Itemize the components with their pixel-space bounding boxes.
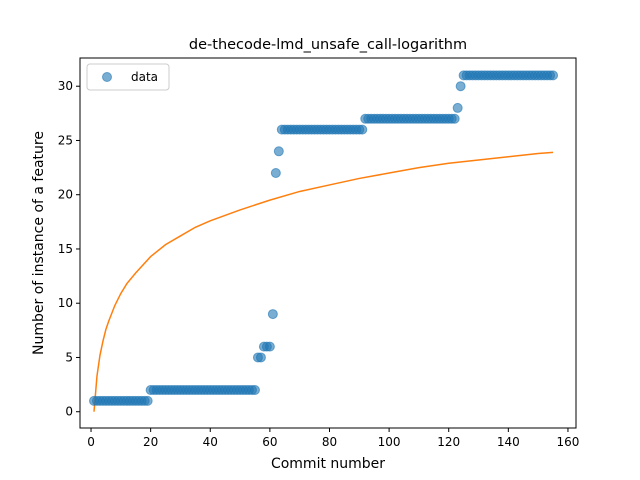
data-point-122	[452, 102, 463, 113]
plot-area	[80, 58, 576, 428]
y-axis-label: Number of instance of a feature	[31, 131, 47, 355]
y-tick-label-5: 25	[58, 133, 73, 147]
data-point-121	[449, 113, 460, 124]
legend: data	[86, 63, 170, 91]
x-axis-label: Commit number	[271, 456, 385, 472]
chart-title: de-thecode-lmd_unsafe_call-logarithm	[189, 37, 467, 53]
x-tick-label-2: 40	[203, 435, 218, 449]
data-point-90	[357, 124, 368, 135]
fit-line-layer	[93, 151, 554, 412]
y-tick-label-4: 20	[58, 188, 73, 202]
legend-frame	[86, 63, 170, 91]
data-point-59	[264, 341, 275, 352]
x-tick-label-7: 140	[497, 435, 520, 449]
x-tick-label-1: 20	[143, 435, 158, 449]
fit-line	[93, 151, 554, 412]
data-point-154	[548, 70, 559, 81]
legend-marker-data	[102, 72, 112, 82]
y-tick-label-3: 15	[58, 242, 73, 256]
data-point-123	[455, 81, 466, 92]
data-point-54	[249, 385, 260, 396]
data-point-18	[142, 395, 153, 406]
y-tick-label-0: 0	[65, 405, 73, 419]
x-tick-label-0: 0	[87, 435, 95, 449]
data-point-62	[273, 146, 284, 157]
data-point-60	[267, 309, 278, 320]
y-tick-label-1: 5	[65, 350, 73, 364]
y-tick-label-6: 30	[58, 79, 73, 93]
y-axis-ticks: 0 5 10 15 20 25 30	[58, 79, 80, 419]
data-points-layer	[89, 70, 559, 406]
x-tick-label-4: 80	[322, 435, 337, 449]
x-tick-label-5: 100	[378, 435, 401, 449]
data-point-56	[255, 352, 266, 363]
plot-frame	[79, 57, 577, 429]
y-tick-label-2: 10	[58, 296, 73, 310]
x-tick-label-6: 120	[437, 435, 460, 449]
x-tick-label-8: 160	[556, 435, 579, 449]
legend-label-data: data	[131, 70, 158, 84]
x-axis-ticks: 0 20 40 60 80 100 120 140 160	[87, 428, 579, 449]
data-point-61	[270, 168, 281, 179]
x-tick-label-3: 60	[262, 435, 277, 449]
